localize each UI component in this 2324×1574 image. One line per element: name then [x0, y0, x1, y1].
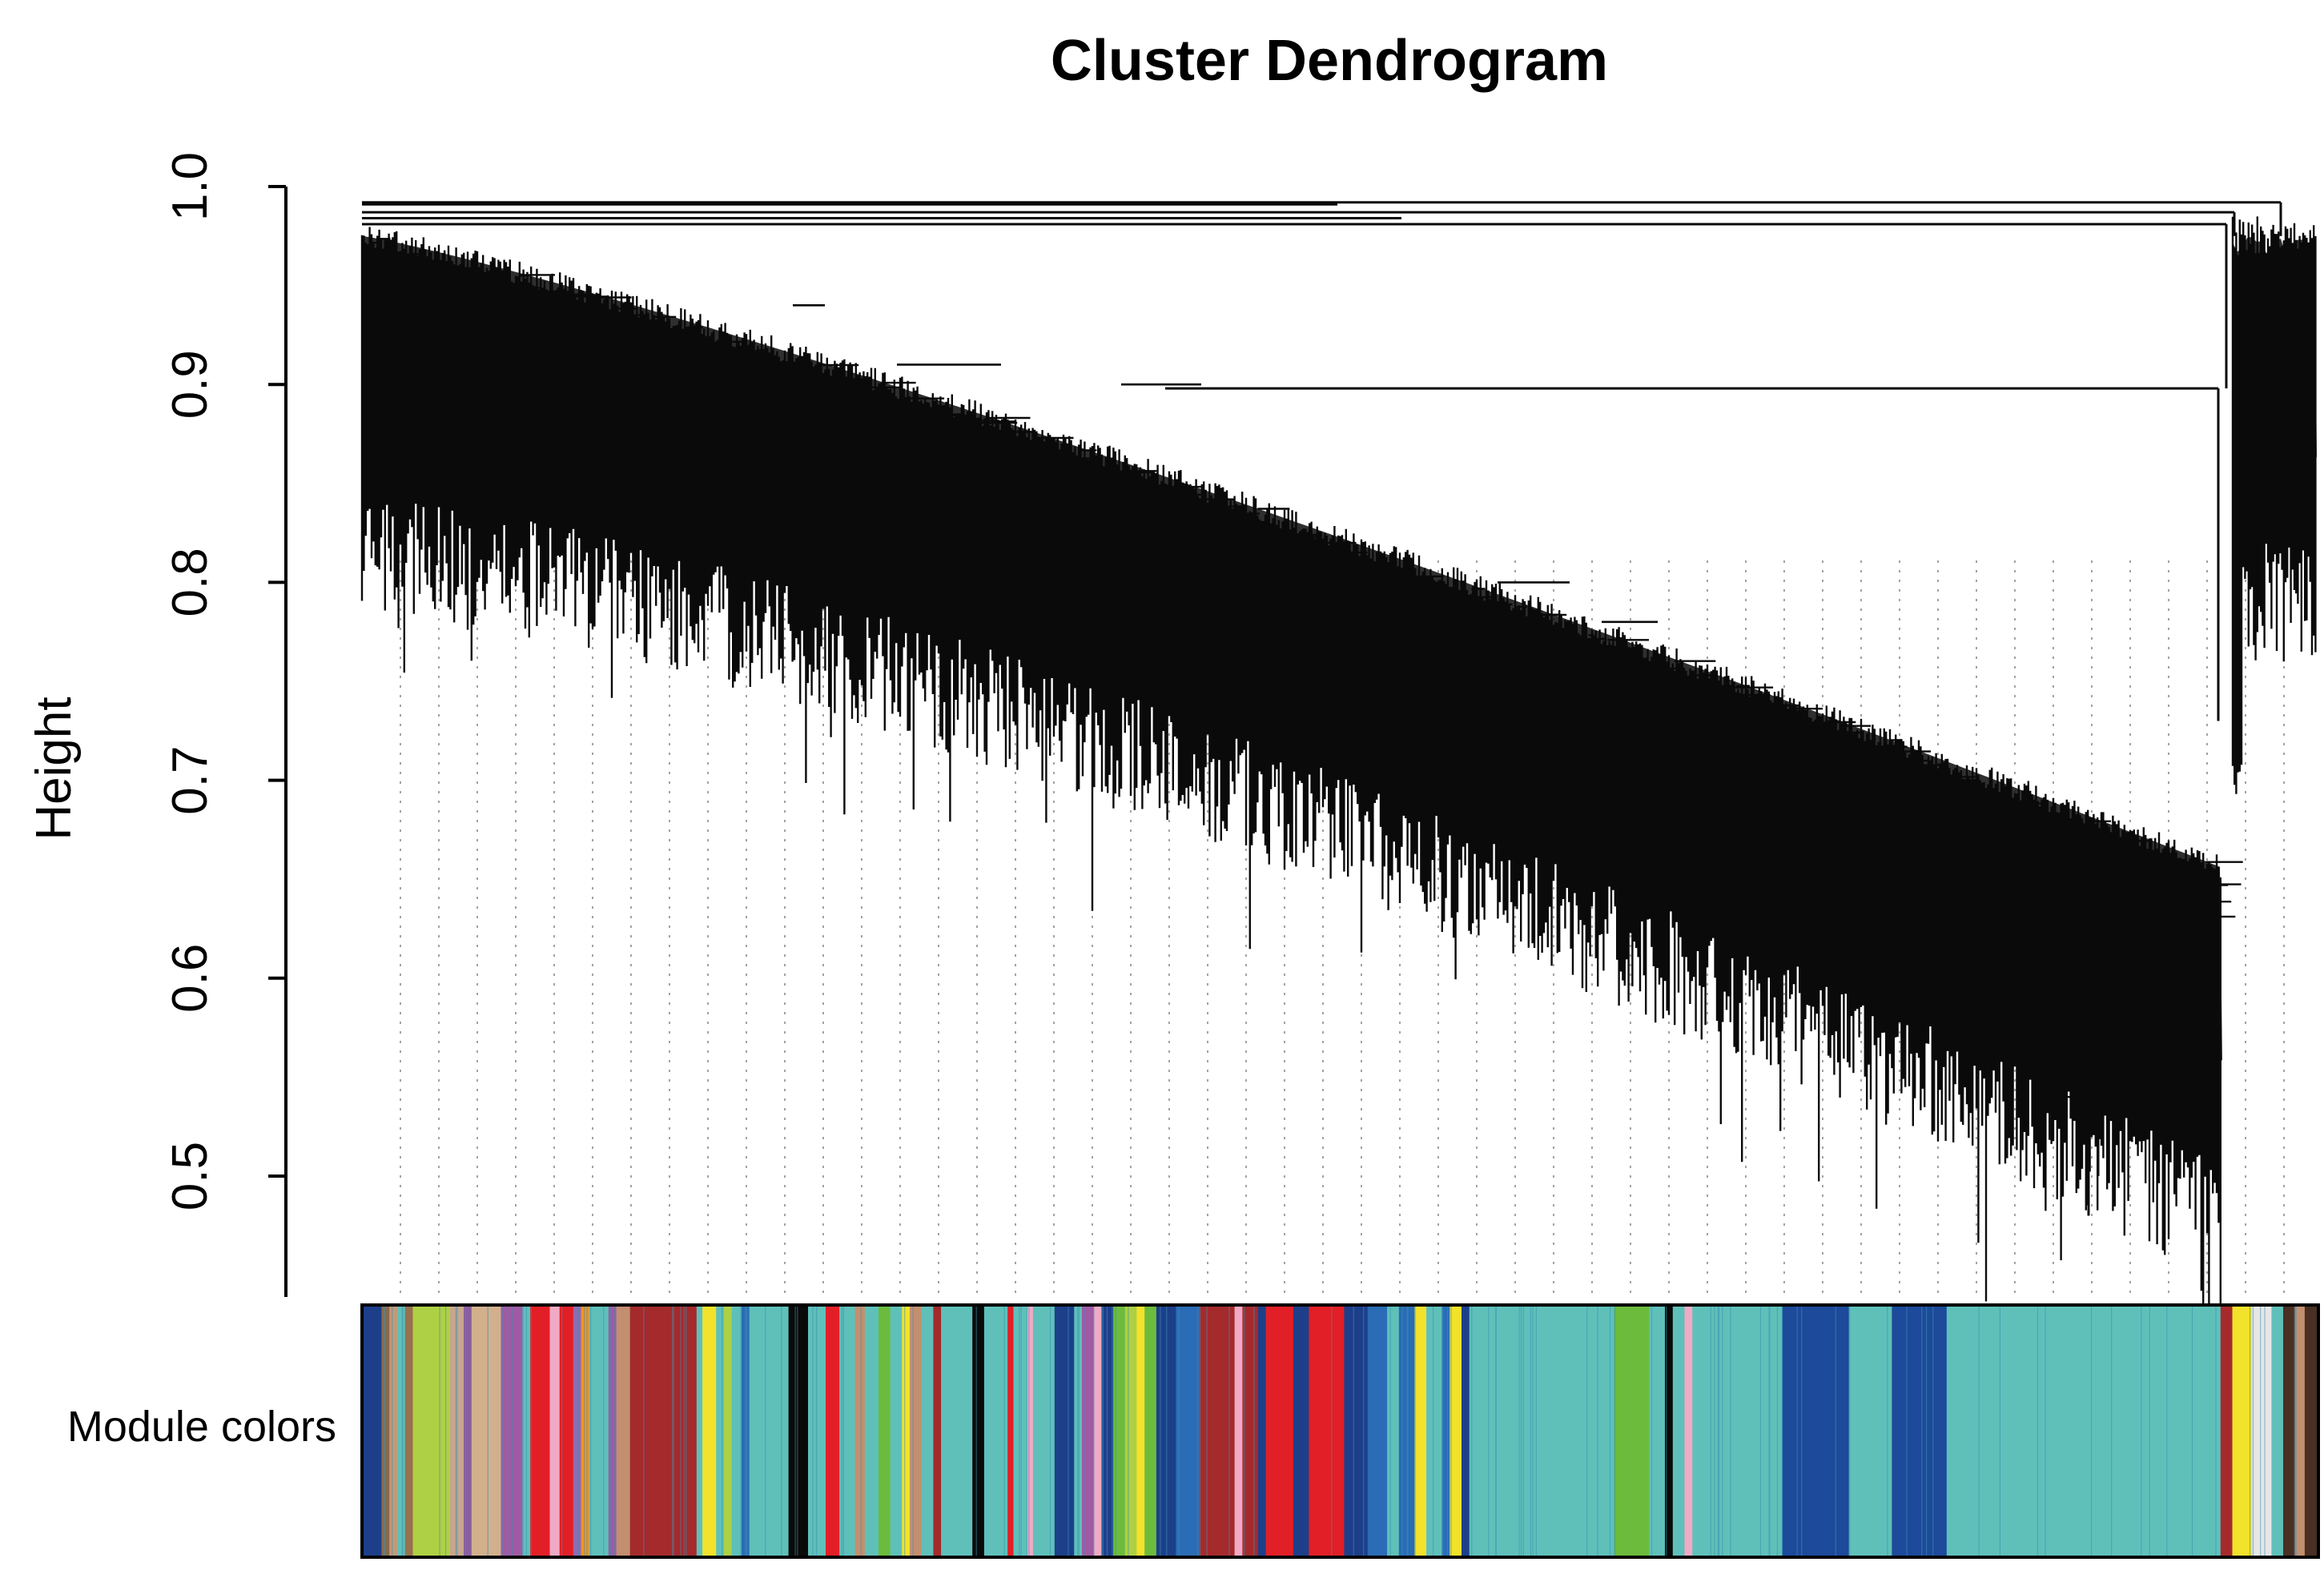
module-color-segment [573, 1305, 582, 1557]
module-color-segment [972, 1305, 985, 1557]
module-color-segment [696, 1305, 703, 1557]
module-color-segment [1946, 1305, 2221, 1557]
module-color-segment [559, 1305, 574, 1557]
module-color-segment [1257, 1305, 1267, 1557]
module-color-segment [608, 1305, 617, 1557]
module-color-segment [2294, 1305, 2306, 1557]
module-color-segment [1441, 1305, 1450, 1557]
module-color-segment [1665, 1305, 1674, 1557]
module-color-segment [616, 1305, 631, 1557]
module-color-segment [362, 1305, 382, 1557]
module-color-segment [1074, 1305, 1083, 1557]
y-tick-label: 0.7 [163, 745, 218, 814]
module-color-segment [549, 1305, 561, 1557]
module-color-segment [1782, 1305, 1850, 1557]
module-color-segment [1387, 1305, 1400, 1557]
module-color-segment [749, 1305, 790, 1557]
y-tick-label: 1.0 [163, 152, 218, 221]
module-color-segment [879, 1305, 891, 1557]
module-color-segment [1027, 1305, 1034, 1557]
module-color-segment [854, 1305, 866, 1557]
module-color-segment [1293, 1305, 1309, 1557]
merge-lines [362, 201, 2282, 1216]
module-color-segment [1013, 1305, 1028, 1557]
module-color-segment [724, 1305, 733, 1557]
module-color-segment [1449, 1305, 1462, 1557]
module-color-segment [1344, 1305, 1369, 1557]
module-color-segment [1242, 1305, 1259, 1557]
module-color-segment [1136, 1305, 1145, 1557]
module-color-segment [1101, 1305, 1114, 1557]
module-color-segment [389, 1305, 398, 1557]
module-color-segment [1309, 1305, 1345, 1557]
module-color-segment [629, 1305, 698, 1557]
module-color-segment [1234, 1305, 1243, 1557]
module-color-segment [1124, 1305, 1138, 1557]
module-color-segment [864, 1305, 879, 1557]
module-color-segment [581, 1305, 589, 1557]
dendrogram-right-mass [2233, 235, 2317, 482]
module-color-segment [1684, 1305, 1693, 1557]
module-color-segment [826, 1305, 840, 1557]
module-color-segment [1032, 1305, 1055, 1557]
module-color-segment [2220, 1305, 2234, 1557]
module-color-segment [788, 1305, 809, 1557]
module-colors-label: Module colors [67, 1403, 336, 1451]
module-color-segment [731, 1305, 742, 1557]
module-color-segment [716, 1305, 725, 1557]
module-color-segment [1614, 1305, 1651, 1557]
module-color-segment [1892, 1305, 1948, 1557]
module-color-segment [464, 1305, 472, 1557]
module-color-segment [890, 1305, 903, 1557]
y-axis: 0.5 0.6 0.7 0.8 0.9 1.0 [163, 152, 287, 1297]
chart-title: Cluster Dendrogram [1051, 29, 1608, 93]
module-color-segment [2304, 1305, 2319, 1557]
module-color-segment [1113, 1305, 1126, 1557]
module-color-segment [2232, 1305, 2253, 1557]
module-color-bar [360, 1303, 2320, 1559]
module-color-segment [902, 1305, 911, 1557]
module-color-segment [1176, 1305, 1200, 1557]
module-color-segment [1469, 1305, 1615, 1557]
module-color-bar-border [360, 1303, 2320, 1559]
module-color-segment [1426, 1305, 1443, 1557]
module-color-segment [471, 1305, 501, 1557]
module-color-segment [2251, 1305, 2272, 1557]
module-color-segment [1649, 1305, 1666, 1557]
module-color-segment [1692, 1305, 1783, 1557]
module-color-segment [1414, 1305, 1427, 1557]
y-tick-label: 0.5 [163, 1142, 218, 1211]
module-color-segment [1082, 1305, 1095, 1557]
module-color-segment [397, 1305, 406, 1557]
module-color-segment [589, 1305, 609, 1557]
y-axis-label: Height [26, 697, 82, 840]
module-color-segment [1007, 1305, 1015, 1557]
module-color-segment [1054, 1305, 1075, 1557]
module-color-segment [1367, 1305, 1388, 1557]
module-color-segment [381, 1305, 390, 1557]
module-color-segment [1093, 1305, 1103, 1557]
y-tick-label: 0.6 [163, 944, 218, 1013]
module-color-segment [941, 1305, 973, 1557]
module-color-segment [412, 1305, 451, 1557]
dendrogram-dense-mass [362, 235, 2222, 1061]
y-tick-label: 0.8 [163, 548, 218, 616]
module-color-segment [1848, 1305, 1892, 1557]
module-color-segment [530, 1305, 551, 1557]
module-color-segment [910, 1305, 923, 1557]
module-color-striping [383, 1305, 2297, 1557]
dendrogram-tree [360, 216, 2317, 1319]
module-color-segment [1462, 1305, 1470, 1557]
module-color-segment [1672, 1305, 1686, 1557]
module-color-segment [702, 1305, 717, 1557]
module-color-segment [2283, 1305, 2296, 1557]
module-color-segment [2271, 1305, 2284, 1557]
module-color-segment [933, 1305, 942, 1557]
module-color-segment [404, 1305, 414, 1557]
module-color-segment [921, 1305, 934, 1557]
module-color-segment [1265, 1305, 1294, 1557]
y-tick-label: 0.9 [163, 350, 218, 419]
module-color-segment [1144, 1305, 1157, 1557]
